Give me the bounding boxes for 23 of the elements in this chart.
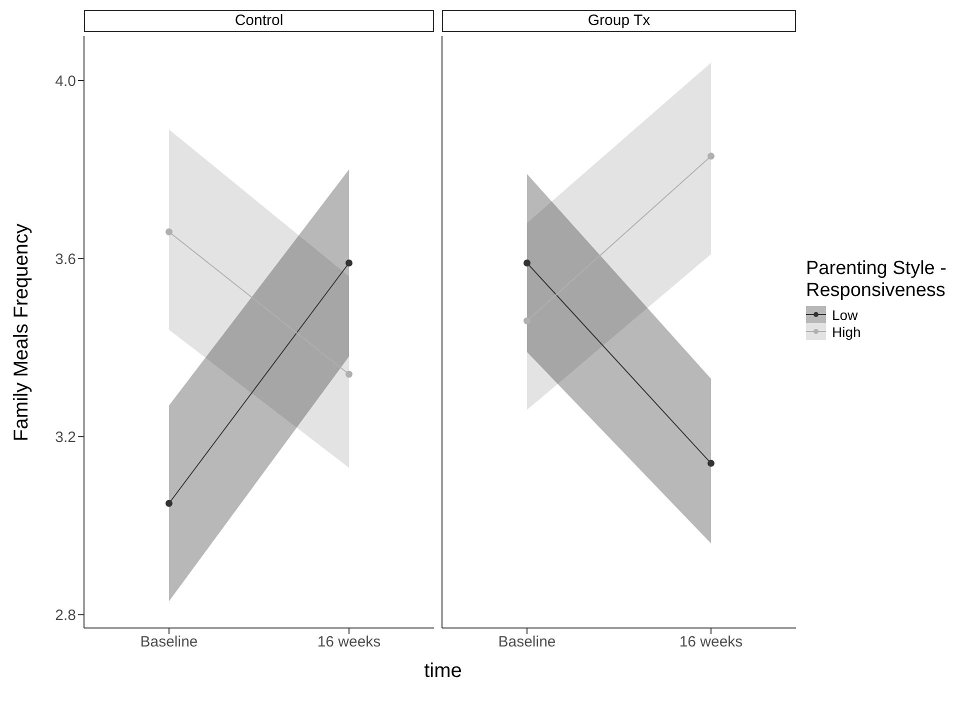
y-tick-label: 3.2 bbox=[55, 428, 76, 446]
legend-label: High bbox=[832, 324, 861, 340]
point bbox=[166, 500, 172, 507]
x-tick-label: Baseline bbox=[498, 634, 556, 651]
point bbox=[346, 260, 352, 267]
x-tick-label: 16 weeks bbox=[317, 634, 381, 651]
y-axis-title: Family Meals Frequency bbox=[10, 223, 34, 441]
legend-title: Parenting Style - Responsiveness bbox=[806, 258, 948, 302]
legend-label: Low bbox=[832, 306, 858, 322]
x-tick-label: Baseline bbox=[140, 634, 198, 651]
point bbox=[708, 152, 714, 160]
y-tick-label: 2.8 bbox=[55, 606, 76, 624]
point bbox=[346, 370, 352, 378]
point bbox=[166, 228, 172, 236]
point bbox=[708, 460, 714, 467]
x-axis-title: time bbox=[423, 660, 463, 683]
point bbox=[524, 317, 530, 324]
chart-title: Control bbox=[84, 10, 434, 32]
chart-title: Group Tx bbox=[442, 10, 796, 32]
y-tick-label: 4.0 bbox=[55, 72, 76, 90]
y-tick-label: 3.6 bbox=[55, 250, 76, 268]
point bbox=[524, 260, 530, 267]
x-tick-label: 16 weeks bbox=[679, 634, 743, 651]
